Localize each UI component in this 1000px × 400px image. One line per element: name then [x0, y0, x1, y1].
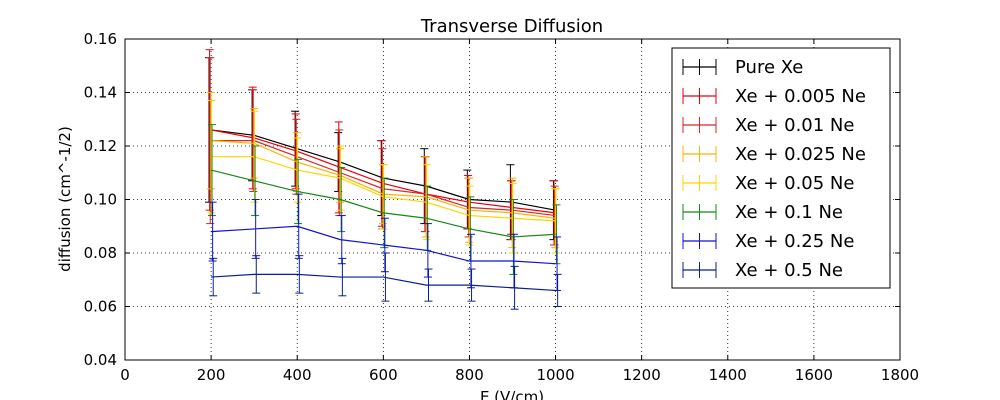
x-tick-label: 1400 [709, 366, 747, 384]
series-line [211, 225, 556, 265]
y-tick-label: 0.08 [84, 244, 117, 262]
y-tick-label: 0.10 [84, 191, 117, 209]
series-line [211, 156, 556, 222]
series-group [207, 100, 560, 254]
x-tick-label: 1200 [623, 366, 661, 384]
y-tick-label: 0.04 [84, 351, 117, 369]
legend-item[interactable]: Xe + 0.1 Ne [682, 202, 843, 223]
series-layer [205, 49, 562, 310]
legend-label: Pure Xe [735, 57, 803, 78]
x-tick-label: 1600 [795, 366, 833, 384]
legend-label: Xe + 0.025 Ne [735, 144, 866, 165]
y-tick-label: 0.16 [84, 30, 117, 48]
legend-item[interactable]: Xe + 0.01 Ne [682, 115, 854, 136]
x-tick-label: 0 [120, 366, 130, 384]
legend-label: Xe + 0.1 Ne [735, 202, 843, 223]
series-line [211, 273, 556, 292]
legend[interactable]: Pure Xe Xe + 0.005 Ne Xe + 0.01 Ne Xe + 0.0… [671, 47, 891, 289]
x-axis-label: E (V/cm) [480, 388, 544, 400]
series-line [210, 169, 556, 238]
chart-title: Transverse Diffusion [420, 16, 603, 37]
axis-ticks: 0 200 400 600 800 1000 1200 1400 1600 1800 0.04 0.0… [84, 30, 920, 384]
y-tick-label: 0.12 [84, 137, 117, 155]
series-group [209, 252, 562, 310]
x-tick-label: 800 [455, 366, 484, 384]
legend-label: Xe + 0.01 Ne [735, 115, 854, 136]
legend-item[interactable]: Xe + 0.25 Ne [682, 231, 854, 252]
series-group [206, 57, 559, 246]
legend-label: Xe + 0.5 Ne [735, 260, 843, 281]
legend-label: Xe + 0.005 Ne [735, 86, 866, 107]
legend-label: Xe + 0.25 Ne [735, 231, 854, 252]
series-group [208, 124, 561, 275]
legend-item[interactable]: Xe + 0.005 Ne [682, 86, 866, 107]
legend-box [671, 47, 891, 289]
legend-label: Xe + 0.05 Ne [735, 173, 854, 194]
legend-item[interactable]: Pure Xe [682, 57, 803, 78]
x-tick-label: 600 [369, 366, 398, 384]
x-tick-label: 1800 [881, 366, 919, 384]
legend-item[interactable]: Xe + 0.5 Ne [682, 260, 843, 281]
series-group [208, 193, 562, 291]
legend-item[interactable]: Xe + 0.025 Ne [682, 144, 866, 165]
y-tick-label: 0.06 [84, 298, 117, 316]
x-tick-label: 1000 [536, 366, 574, 384]
x-tick-label: 400 [283, 366, 312, 384]
x-tick-label: 200 [197, 366, 226, 384]
y-tick-label: 0.14 [84, 84, 117, 102]
y-axis-label: diffusion (cm^-1/2) [56, 126, 74, 272]
legend-item[interactable]: Xe + 0.05 Ne [682, 173, 854, 194]
